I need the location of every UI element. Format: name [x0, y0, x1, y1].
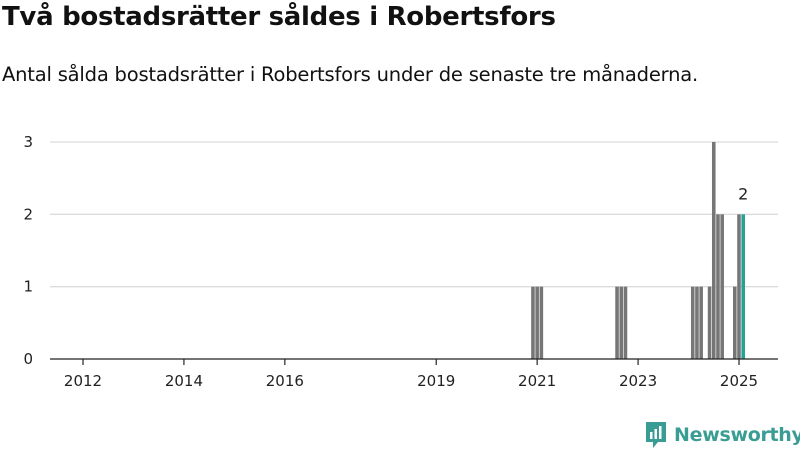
- x-tick-label: 2023: [619, 372, 657, 390]
- x-tick-label: 2019: [417, 372, 455, 390]
- bar: [716, 214, 720, 359]
- bar: [720, 214, 724, 359]
- bar: [707, 286, 712, 359]
- brand-logo: Newsworthy: [644, 420, 800, 450]
- brand-name: Newsworthy: [674, 424, 800, 446]
- y-tick-label: 2: [23, 205, 33, 223]
- chart-subtitle: Antal sålda bostadsrätter i Robertsfors …: [2, 63, 699, 86]
- bar: [737, 214, 741, 359]
- x-tick-label: 2025: [720, 372, 758, 390]
- x-tick-label: 2012: [64, 372, 102, 390]
- y-tick-label: 1: [23, 278, 33, 296]
- y-tick-label: 3: [23, 133, 33, 151]
- chart-title: Två bostadsrätter såldes i Robertsfors: [2, 2, 556, 32]
- bar: [539, 286, 544, 359]
- bar: [699, 286, 703, 359]
- bar: [695, 286, 699, 359]
- bar: [535, 286, 539, 359]
- bar: [711, 142, 716, 359]
- x-tick-label: 2016: [266, 372, 304, 390]
- bar: [615, 286, 619, 359]
- x-tick-label: 2014: [165, 372, 203, 390]
- x-tick-label: 2021: [518, 372, 556, 390]
- newsworthy-logo-icon: [646, 422, 666, 448]
- y-tick-label: 0: [23, 350, 33, 368]
- bar: [619, 286, 624, 359]
- bar: [690, 286, 695, 359]
- bar: [531, 286, 535, 359]
- bar: [623, 286, 628, 359]
- highlight-bar: [741, 214, 745, 359]
- bar: [733, 286, 737, 359]
- bar-value-label: 2: [738, 184, 748, 203]
